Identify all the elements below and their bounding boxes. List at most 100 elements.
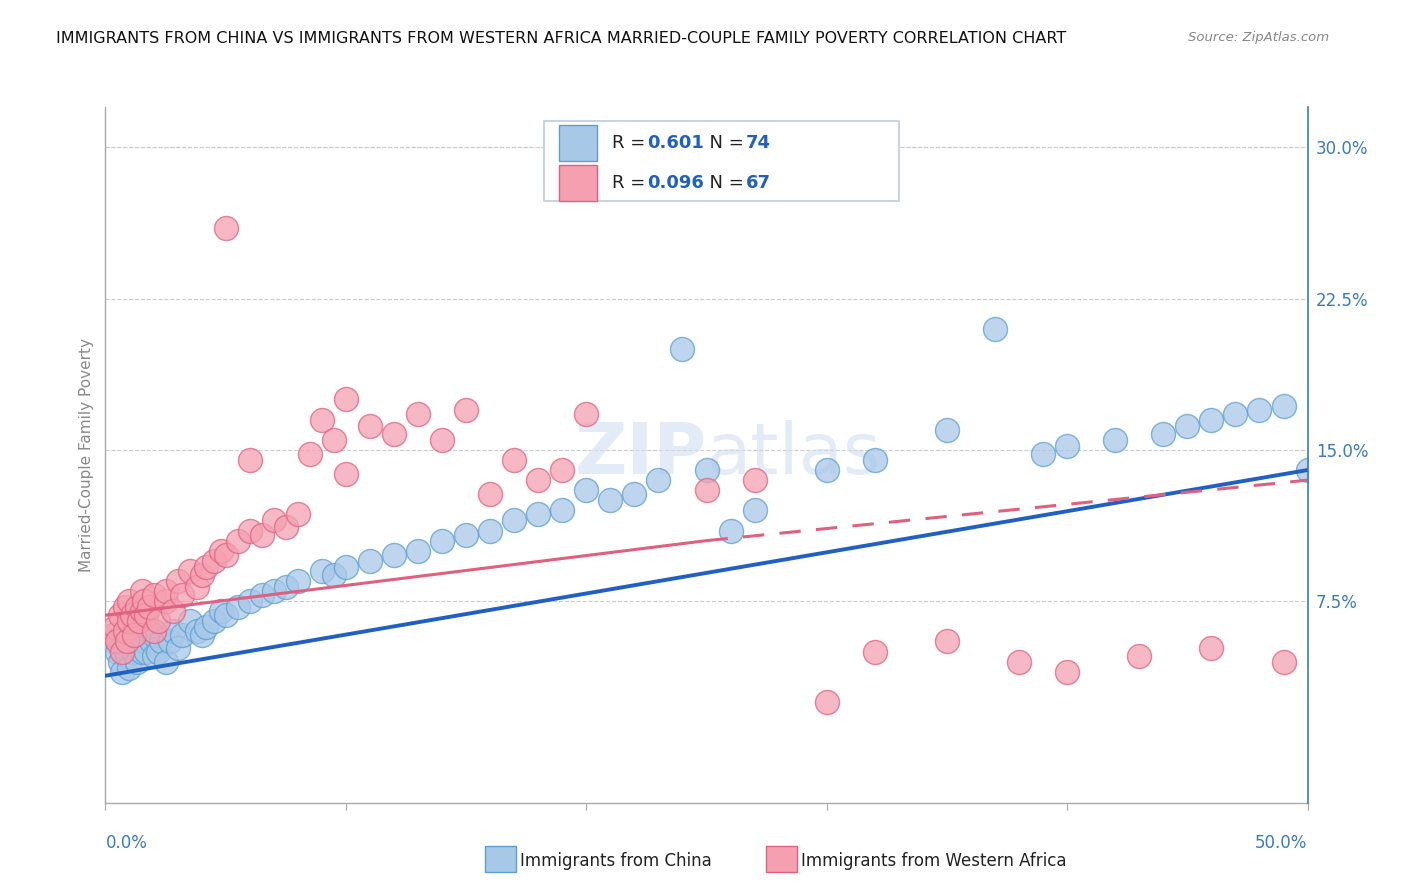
Text: 0.0%: 0.0%	[105, 834, 148, 852]
Point	[131, 624, 153, 639]
Point	[118, 661, 141, 675]
Point	[132, 594, 155, 608]
Point	[162, 624, 184, 639]
Point	[118, 615, 141, 629]
Point	[239, 594, 262, 608]
Point	[131, 644, 153, 658]
Point	[503, 453, 526, 467]
Point	[135, 644, 157, 658]
Point	[382, 548, 405, 562]
Point	[815, 463, 838, 477]
Text: ZIP: ZIP	[574, 420, 707, 490]
Point	[226, 533, 249, 548]
Point	[311, 564, 333, 578]
Point	[155, 594, 177, 608]
Point	[107, 634, 129, 648]
Point	[190, 628, 212, 642]
Text: R =: R =	[612, 174, 651, 193]
Point	[179, 615, 201, 629]
Y-axis label: Married-Couple Family Poverty: Married-Couple Family Poverty	[79, 338, 94, 572]
Point	[575, 483, 598, 498]
Point	[239, 524, 262, 538]
Point	[101, 628, 124, 642]
Point	[115, 634, 138, 648]
Text: 67: 67	[747, 174, 770, 193]
Point	[155, 655, 177, 669]
Point	[406, 543, 429, 558]
Point	[135, 608, 157, 623]
Point	[287, 508, 309, 522]
Point	[142, 588, 165, 602]
Point	[226, 600, 249, 615]
Point	[131, 584, 153, 599]
Point	[274, 519, 297, 533]
Point	[936, 423, 959, 437]
Point	[162, 604, 184, 618]
Point	[430, 433, 453, 447]
Point	[118, 628, 141, 642]
Point	[359, 418, 381, 433]
Point	[104, 620, 127, 634]
Point	[1104, 433, 1126, 447]
Point	[149, 634, 172, 648]
Point	[179, 564, 201, 578]
Point	[209, 604, 232, 618]
Point	[744, 503, 766, 517]
Bar	[558, 165, 598, 202]
Point	[1296, 463, 1319, 477]
Text: Immigrants from Western Africa: Immigrants from Western Africa	[801, 852, 1067, 870]
Point	[1056, 665, 1078, 679]
Point	[172, 588, 194, 602]
Point	[142, 648, 165, 663]
Point	[1272, 655, 1295, 669]
Point	[108, 608, 131, 623]
Point	[159, 634, 181, 648]
Point	[148, 644, 170, 658]
Text: IMMIGRANTS FROM CHINA VS IMMIGRANTS FROM WESTERN AFRICA MARRIED-COUPLE FAMILY PO: IMMIGRANTS FROM CHINA VS IMMIGRANTS FROM…	[56, 31, 1067, 46]
Point	[696, 483, 718, 498]
Point	[202, 554, 225, 568]
Point	[128, 634, 150, 648]
Point	[124, 644, 146, 658]
Point	[124, 628, 146, 642]
Point	[984, 322, 1007, 336]
Point	[503, 513, 526, 527]
Point	[1152, 426, 1174, 441]
Point	[166, 640, 188, 655]
Point	[209, 543, 232, 558]
Point	[936, 634, 959, 648]
Point	[298, 447, 321, 461]
Point	[131, 604, 153, 618]
Point	[551, 503, 574, 517]
Point	[132, 634, 155, 648]
Point	[599, 493, 621, 508]
Point	[454, 402, 477, 417]
Point	[1201, 412, 1223, 426]
Point	[118, 594, 141, 608]
Point	[479, 524, 502, 538]
Point	[190, 568, 212, 582]
Text: atlas: atlas	[707, 420, 882, 490]
Point	[1008, 655, 1031, 669]
Point	[172, 628, 194, 642]
Point	[359, 554, 381, 568]
Point	[139, 634, 162, 648]
Point	[287, 574, 309, 588]
Point	[1175, 418, 1198, 433]
Bar	[558, 125, 598, 161]
Point	[114, 600, 136, 615]
Point	[406, 407, 429, 421]
Point	[454, 527, 477, 541]
Point	[214, 608, 236, 623]
Point	[138, 600, 160, 615]
Point	[142, 624, 165, 639]
Point	[720, 524, 742, 538]
Text: Immigrants from China: Immigrants from China	[520, 852, 711, 870]
Point	[575, 407, 598, 421]
Text: N =: N =	[699, 174, 749, 193]
Point	[263, 584, 285, 599]
Point	[121, 634, 143, 648]
Point	[125, 600, 148, 615]
Point	[195, 559, 218, 574]
Point	[335, 392, 357, 407]
